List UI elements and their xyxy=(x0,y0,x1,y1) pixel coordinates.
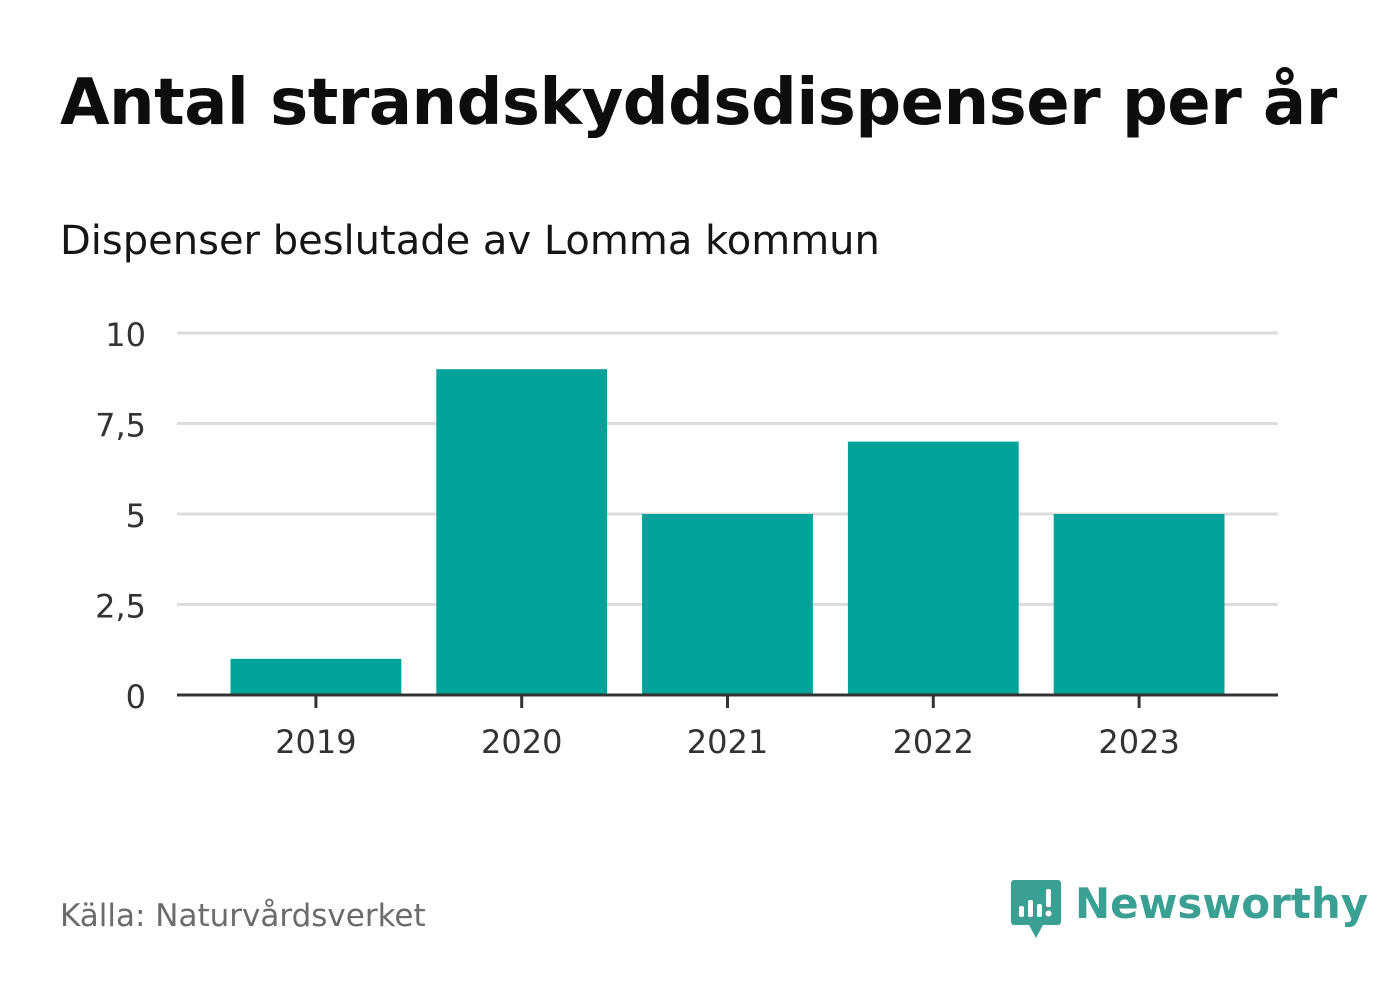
bar-2022 xyxy=(847,441,1019,695)
chart-title: Antal strandskyddsdispenser per år xyxy=(60,66,1337,140)
x-tick-label: 2021 xyxy=(687,723,768,761)
y-tick-label: 2,5 xyxy=(95,588,146,626)
y-tick-label: 7,5 xyxy=(95,407,146,445)
bar-2021 xyxy=(642,514,813,695)
x-tick-label: 2023 xyxy=(1098,723,1179,761)
x-tick-label: 2020 xyxy=(481,723,562,761)
source-note: Källa: Naturvårdsverket xyxy=(60,898,426,934)
bar-2023 xyxy=(1053,514,1225,695)
x-tick-label: 2019 xyxy=(275,723,356,761)
bar-2020 xyxy=(436,369,608,695)
bar-2019 xyxy=(230,658,402,695)
newsworthy-logo-icon xyxy=(1011,880,1061,938)
chart-subtitle: Dispenser beslutade av Lomma kommun xyxy=(60,218,880,264)
x-tick-label: 2022 xyxy=(893,723,974,761)
y-tick-label: 0 xyxy=(126,678,146,716)
y-tick-label: 5 xyxy=(126,497,146,535)
brand-logo: Newsworthy xyxy=(1011,880,1368,940)
brand-name: Newsworthy xyxy=(1075,879,1369,928)
y-tick-label: 10 xyxy=(105,316,146,354)
